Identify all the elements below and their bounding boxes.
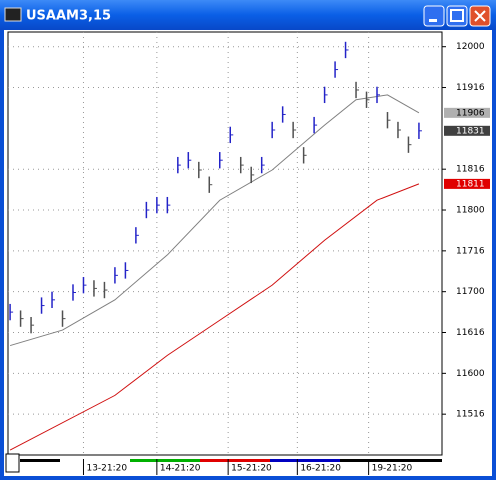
time-strip (5, 453, 442, 475)
y-tick-label: 11616 (456, 328, 485, 338)
y-tick-label: 11816 (456, 165, 485, 175)
price-tag-label: 11906 (456, 108, 485, 118)
close-button[interactable] (469, 5, 491, 27)
price-tag (444, 107, 490, 118)
x-tick-label: 16-21:20 (300, 464, 341, 474)
moving-average (9, 183, 420, 451)
x-tick-label: 19-21:20 (372, 464, 413, 474)
y-tick-label: 11600 (456, 369, 485, 379)
x-tick-label: 15-21:20 (231, 464, 272, 474)
scroll-handle[interactable] (5, 453, 20, 473)
y-tick-label: 11516 (456, 410, 485, 420)
y-tick-label: 12000 (456, 42, 485, 52)
price-tag-label: 11831 (456, 126, 485, 136)
title-bar (0, 0, 496, 30)
price-tag-label: 11811 (456, 179, 485, 189)
y-tick-label: 11800 (456, 206, 485, 216)
moving-average (9, 94, 420, 347)
plot-frame (7, 31, 443, 456)
minimize-button[interactable] (423, 5, 445, 27)
y-tick-label: 11716 (456, 246, 485, 256)
window-title: USAAM3,15 (26, 9, 111, 24)
price-tag (444, 125, 490, 136)
y-tick-label: 11916 (456, 83, 485, 93)
x-tick-label: 14-21:20 (160, 464, 201, 474)
app-icon (4, 7, 22, 22)
y-tick-label: 11700 (456, 287, 485, 297)
price-tag (444, 178, 490, 189)
maximize-button[interactable] (446, 5, 468, 27)
x-tick-label: 13-21:20 (86, 464, 127, 474)
